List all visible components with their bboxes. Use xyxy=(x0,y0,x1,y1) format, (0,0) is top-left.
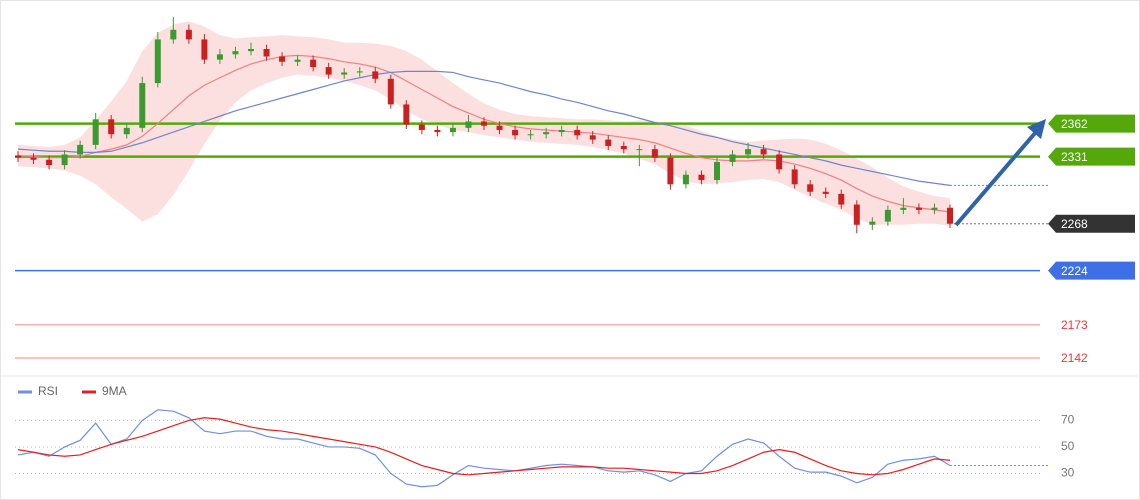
candle-body xyxy=(822,191,829,194)
candle-body xyxy=(651,149,658,158)
candle-body xyxy=(232,51,239,55)
candle-body xyxy=(620,145,627,150)
level-label: 2224 xyxy=(1061,264,1088,278)
forecast-arrow xyxy=(954,119,1046,227)
candle-body xyxy=(729,154,736,162)
candle-body xyxy=(589,135,596,140)
candle-body xyxy=(434,129,441,133)
candle-body xyxy=(853,204,860,225)
candle-body xyxy=(791,169,798,185)
candle-body xyxy=(77,144,84,155)
candle-body xyxy=(263,49,270,57)
arrow-head xyxy=(1027,119,1046,139)
candle-body xyxy=(636,149,643,151)
level-label-box xyxy=(1048,147,1135,166)
candle-body xyxy=(185,29,192,40)
candle-body xyxy=(481,121,487,126)
candle-body xyxy=(15,155,21,158)
candle-body xyxy=(760,149,767,155)
candle-body xyxy=(108,119,115,135)
candle-body xyxy=(496,125,503,130)
legend-label: 9MA xyxy=(102,384,127,398)
candle-body xyxy=(931,207,938,210)
candle-body xyxy=(201,39,208,60)
candle-body xyxy=(30,157,37,160)
candle-body xyxy=(387,78,394,105)
candle-body xyxy=(61,154,68,166)
candle-body xyxy=(527,134,534,136)
candle-body xyxy=(915,207,922,210)
legend-label: RSI xyxy=(38,384,58,398)
candle-body xyxy=(776,154,783,170)
candle-body xyxy=(279,56,286,62)
candle-body xyxy=(543,132,550,135)
candle-body xyxy=(154,39,161,84)
level-label: 2142 xyxy=(1061,351,1088,365)
candle-body xyxy=(900,207,907,210)
candle-body xyxy=(170,29,177,40)
candle-body xyxy=(947,207,953,224)
y-tick-label: 30 xyxy=(1061,466,1075,480)
candle-body xyxy=(139,83,146,128)
candle-body xyxy=(465,121,472,128)
candle-body xyxy=(356,71,363,73)
candle-body xyxy=(884,209,891,222)
level-label: 2331 xyxy=(1061,150,1088,164)
candle-body xyxy=(372,71,379,79)
last-price-box xyxy=(1048,214,1135,233)
arrow-shaft xyxy=(954,130,1038,227)
candle-body xyxy=(123,127,130,135)
candle-body xyxy=(341,72,348,75)
candle-body xyxy=(403,104,410,125)
candle-body xyxy=(869,221,876,225)
candle-body xyxy=(574,129,581,136)
candle-body xyxy=(807,184,814,192)
level-label-box xyxy=(1048,114,1135,133)
candle-body xyxy=(714,161,720,181)
price-panel: 2362 2331 2224 2173 2142 2268 xyxy=(15,17,1135,365)
candle-body xyxy=(449,127,456,133)
candle-body xyxy=(418,124,425,130)
moving-average xyxy=(17,70,951,186)
level-label: 2362 xyxy=(1061,117,1088,131)
candle-body xyxy=(558,129,565,133)
indicator-line xyxy=(17,409,951,488)
candle-body xyxy=(667,157,674,185)
y-tick-label: 50 xyxy=(1061,439,1075,453)
candle-body xyxy=(745,149,752,155)
candle-body xyxy=(698,174,705,181)
indicator-line xyxy=(17,417,951,476)
candle-body xyxy=(216,54,223,60)
candle-body xyxy=(325,67,332,75)
candle-body xyxy=(682,174,689,185)
candle-body xyxy=(605,139,612,146)
candle-body xyxy=(92,119,99,145)
candle-body xyxy=(310,59,317,68)
y-tick-label: 70 xyxy=(1061,413,1075,427)
candle-body xyxy=(512,129,519,136)
last-price-label: 2268 xyxy=(1061,217,1088,231)
candle-body xyxy=(294,59,301,62)
rsi-panel: 70 50 30 RSI 9MA xyxy=(15,384,1075,488)
candle-body xyxy=(46,159,53,166)
level-label: 2173 xyxy=(1061,318,1088,332)
level-label-box xyxy=(1048,261,1135,280)
candle-body xyxy=(838,193,845,205)
candle-body xyxy=(248,49,254,52)
